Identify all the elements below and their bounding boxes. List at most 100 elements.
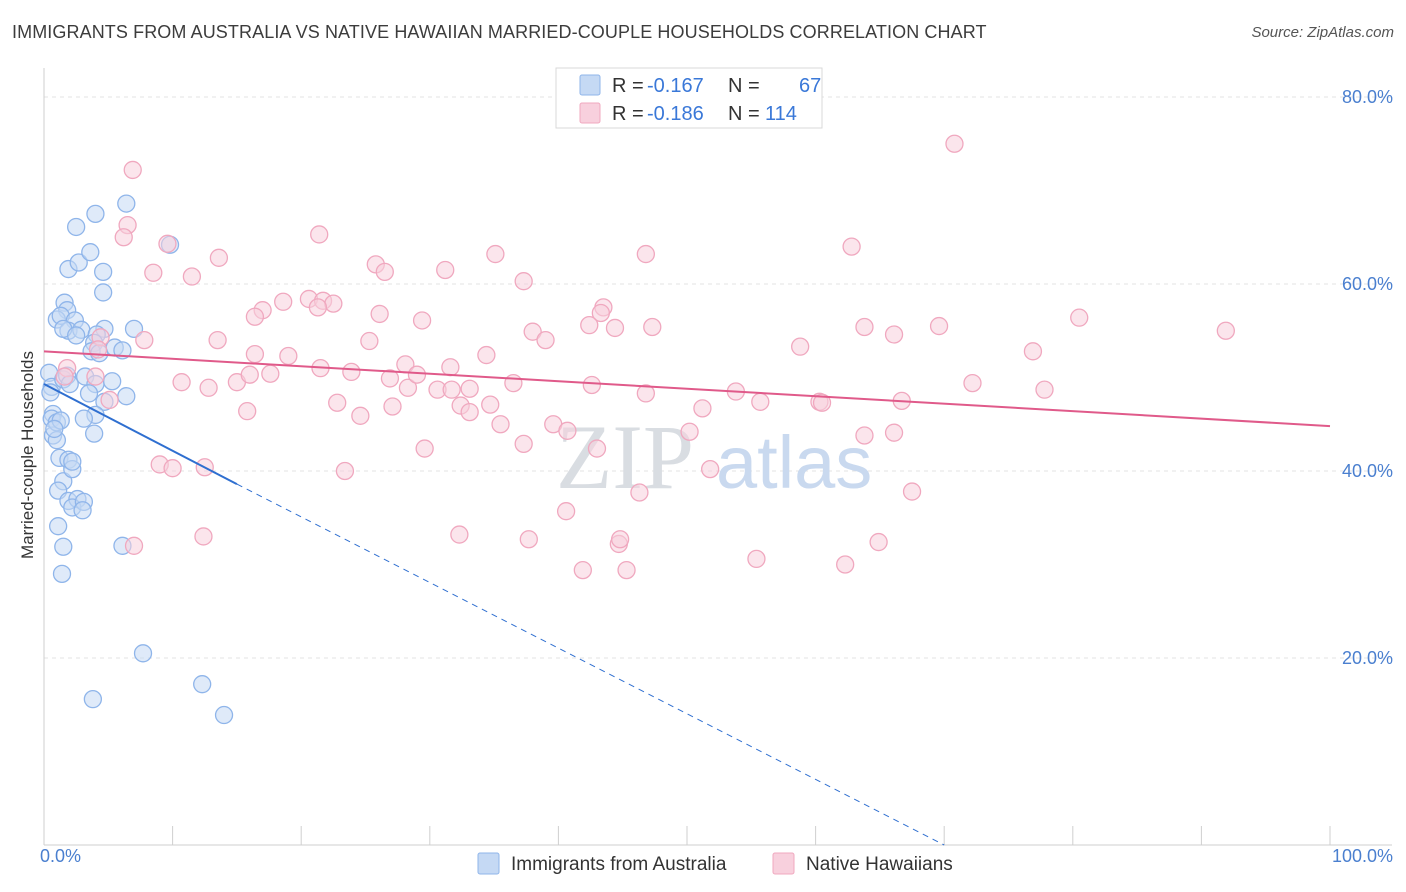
trend-lines (43, 350, 1331, 846)
hawaiian-point (855, 426, 874, 445)
hawaiian-point (791, 337, 810, 356)
hawaiian-point (605, 318, 625, 338)
hawaiian-point (310, 225, 329, 244)
hawaiian-point (328, 393, 347, 412)
gridlines (44, 96, 1392, 659)
hawaiian-point (812, 393, 832, 412)
hawaiian-point (194, 527, 213, 546)
hawaiian-point (436, 260, 455, 280)
australia-point (85, 424, 104, 443)
hawaiian-point (630, 483, 649, 502)
australia-point (81, 243, 100, 262)
hawaiian-point (573, 560, 592, 580)
hawaiian-point (442, 380, 461, 399)
hawaiian-point (836, 555, 855, 574)
hawaiian-point (238, 402, 257, 421)
hawaiian-point (163, 459, 182, 478)
hawaiian-point (580, 315, 599, 335)
legend-r-label-australia: R = (612, 75, 644, 97)
hawaiian-point (504, 373, 523, 393)
hawaiian-point (172, 373, 191, 392)
hawaiian-point (360, 331, 379, 351)
hawaiian-point (208, 330, 227, 350)
hawaiian-point (407, 365, 427, 384)
australia-point (48, 517, 68, 536)
hawaiian-point (884, 325, 904, 344)
hawaiian-point (135, 330, 154, 350)
hawaiian-point (700, 459, 720, 479)
legend-swatch-australia (579, 74, 601, 96)
hawaiian-point (1070, 308, 1089, 327)
australia-point (86, 204, 105, 224)
bottom-legend-label-hawaiian: Native Hawaiians (806, 854, 953, 875)
hawaiian-point (460, 402, 479, 422)
y-tick-labels: 20.0% 40.0% 60.0% 80.0% (1342, 87, 1393, 668)
australia-point (52, 564, 72, 583)
australia-point (124, 319, 144, 339)
hawaiian-point (643, 317, 662, 337)
hawaiian-point (261, 364, 280, 383)
bottom-legend: Immigrants from Australia Native Hawaiia… (477, 852, 953, 875)
bottom-legend-swatch-hawaiian (772, 852, 795, 875)
hawaiian-point (747, 549, 766, 569)
hawaiian-point (324, 294, 343, 313)
hawaiian-trend-line (43, 350, 1331, 428)
hawaiian-point (370, 304, 389, 324)
australia-point (67, 217, 86, 237)
legend-r-value-hawaiian: -0.186 (647, 103, 704, 125)
hawaiian-point (124, 536, 144, 555)
hawaiian-point (514, 434, 533, 454)
hawaiian-point (383, 397, 402, 416)
x-tick-max: 100.0% (1332, 846, 1393, 866)
hawaiian-point (610, 530, 630, 549)
watermark-atlas: atlas (716, 421, 872, 504)
hawaiian-point (617, 560, 636, 580)
series-hawaiian-points (55, 134, 1235, 580)
australia-trend-line (43, 383, 238, 485)
hawaiian-point (869, 532, 888, 552)
hawaiian-point (158, 234, 177, 253)
hawaiian-point (929, 316, 949, 336)
australia-point (193, 675, 212, 694)
australia-point (67, 326, 86, 345)
australia-point (83, 689, 103, 709)
y-tick-label: 40.0% (1342, 461, 1393, 481)
australia-point (117, 387, 136, 406)
hawaiian-point (477, 345, 496, 365)
legend-n-label-australia: N = (728, 75, 760, 97)
hawaiian-point (636, 244, 655, 264)
hawaiian-point (884, 423, 904, 442)
hawaiian-point (375, 262, 394, 281)
y-tick-label: 80.0% (1342, 87, 1393, 107)
y-tick-label: 20.0% (1342, 648, 1393, 668)
hawaiian-point (481, 395, 500, 414)
legend-r-value-australia: -0.167 (647, 75, 704, 97)
hawaiian-point (86, 367, 105, 386)
hawaiian-point (450, 525, 469, 544)
hawaiian-point (902, 482, 922, 501)
australia-point (74, 409, 94, 428)
hawaiian-point (514, 272, 533, 291)
x-axis-ticks (43, 826, 1331, 845)
hawaiian-point (100, 390, 119, 410)
hawaiian-point (144, 263, 163, 282)
australia-point (94, 283, 113, 302)
legend-swatch-hawaiian (579, 102, 601, 124)
hawaiian-point (245, 307, 265, 326)
hawaiian-point (519, 530, 538, 549)
hawaiian-point (693, 399, 712, 418)
hawaiian-point (1216, 321, 1235, 340)
australia-point (45, 419, 64, 439)
legend-box: R = -0.167 N = 67 R = -0.186 N = 114 (555, 67, 823, 129)
hawaiian-point (855, 317, 874, 337)
hawaiian-point (587, 439, 607, 458)
hawaiian-point (114, 228, 133, 247)
hawaiian-point (412, 311, 432, 330)
australia-point (117, 194, 136, 213)
hawaiian-point (491, 415, 510, 434)
hawaiian-point (591, 303, 610, 323)
australia-point (214, 705, 234, 725)
legend-n-label-hawaiian: N = (728, 103, 760, 125)
bottom-legend-label-australia: Immigrants from Australia (511, 854, 727, 875)
